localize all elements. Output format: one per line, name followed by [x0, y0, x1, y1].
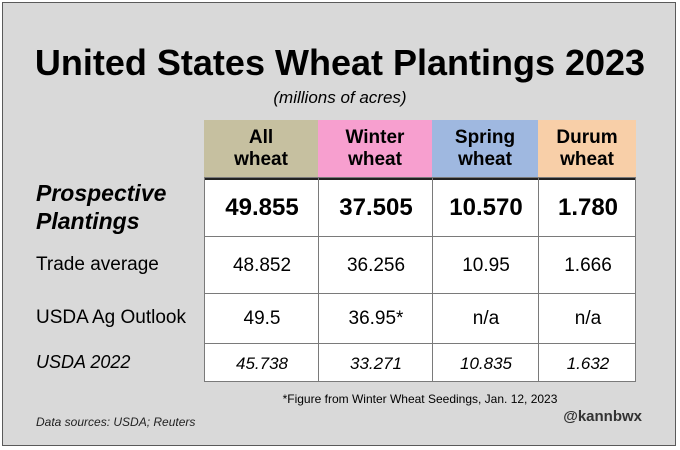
column-header-4: Durum wheat — [538, 120, 636, 177]
column-divider — [538, 178, 539, 381]
row-label-3: USDA Ag Outlook — [36, 307, 186, 328]
author-handle: @kannbwx — [563, 408, 642, 425]
row-label-2: Trade average — [36, 253, 159, 275]
column-header-2: Winter wheat — [318, 120, 432, 177]
table-cell: 37.505 — [339, 193, 413, 221]
row-divider — [205, 293, 635, 294]
table-cell: 48.852 — [232, 254, 292, 276]
table-cell: 10.95 — [462, 254, 510, 276]
table-cell: 49.5 — [243, 308, 281, 329]
row-divider — [205, 343, 635, 344]
column-divider — [318, 178, 319, 381]
table-cell: n/a — [574, 308, 602, 329]
table-cell: 49.855 — [225, 193, 299, 221]
table-cell: 1.632 — [566, 353, 610, 373]
table-cell: 36.95* — [348, 308, 404, 329]
chart-title: United States Wheat Plantings 2023 — [34, 42, 646, 83]
column-divider — [432, 178, 433, 381]
footnote: *Figure from Winter Wheat Seedings, Jan.… — [282, 392, 558, 406]
data-table: 49.855 37.505 10.570 1.780 48.852 36.256 10.95… — [204, 177, 636, 382]
table-cell: 33.271 — [350, 353, 402, 373]
column-header-1: All wheat — [204, 120, 318, 177]
header-rule — [205, 178, 635, 180]
column-header-3: Spring wheat — [432, 120, 538, 177]
table-cell: 45.738 — [236, 353, 288, 373]
table-cell: 36.256 — [346, 254, 406, 276]
row-divider — [205, 236, 635, 237]
table-cell: 1.780 — [557, 193, 619, 221]
row-label-1: Prospective Plantings — [36, 179, 167, 234]
chart-subtitle: (millions of acres) — [273, 88, 407, 107]
data-source: Data sources: USDA; Reuters — [36, 415, 196, 429]
table-cell: 10.570 — [449, 193, 523, 221]
table-cell: 1.666 — [564, 254, 612, 276]
row-label-4: USDA 2022 — [36, 352, 131, 372]
table-cell: n/a — [472, 308, 500, 329]
table-cell: 10.835 — [460, 353, 512, 373]
